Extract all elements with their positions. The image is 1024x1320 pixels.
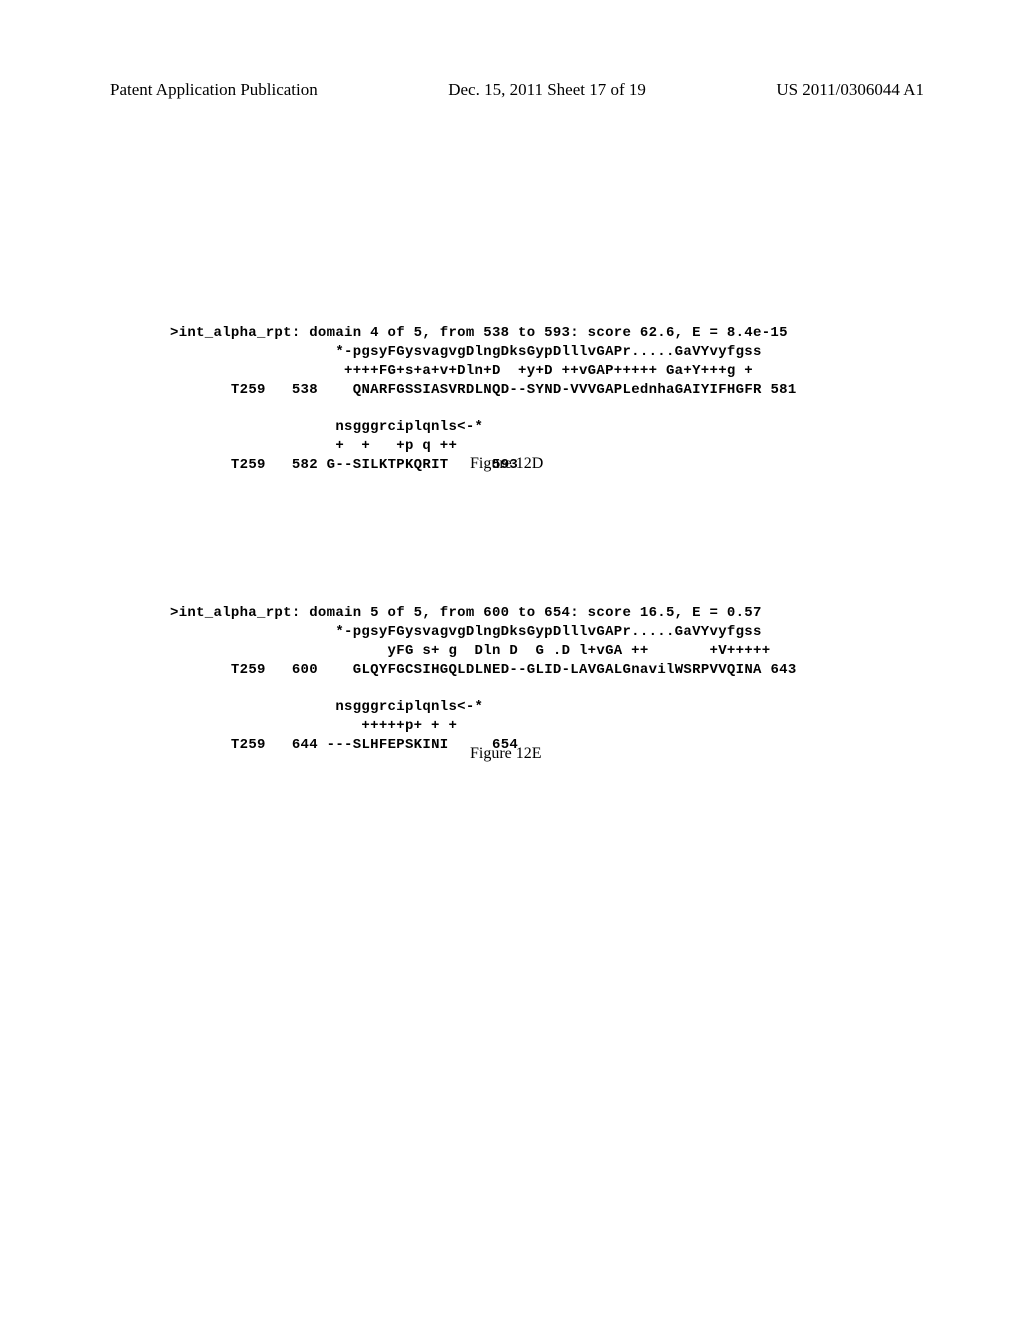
figure-e-caption: Figure 12E: [470, 745, 542, 763]
fige-seqlabel1: T259: [231, 662, 266, 678]
figd-match1: ++++FG+s+a+v+Dln+D +y+D ++vGAP+++++ Ga+Y…: [335, 363, 753, 379]
figd-seq2: G--SILKTPKQRIT: [327, 457, 449, 473]
figd-seqend1: 581: [770, 382, 796, 398]
figd-consensus2: nsgggrciplqnls<-*: [335, 419, 483, 435]
fige-match2: +++++p+ + +: [335, 718, 457, 734]
fige-seqlabel2: T259: [231, 737, 266, 753]
figd-seqlabel2: T259: [231, 457, 266, 473]
figd-seqstart1: 538: [292, 382, 318, 398]
fige-seqend1: 643: [770, 662, 796, 678]
fige-seq2: ---SLHFEPSKINI: [327, 737, 449, 753]
alignment-figure-e: >int_alpha_rpt: domain 5 of 5, from 600 …: [170, 585, 797, 755]
fige-consensus2: nsgggrciplqnls<-*: [335, 699, 483, 715]
alignment-figure-d: >int_alpha_rpt: domain 4 of 5, from 538 …: [170, 305, 797, 475]
fige-seq1: GLQYFGCSIHGQLDLNED--GLID-LAVGALGnavilWSR…: [353, 662, 762, 678]
header-center: Dec. 15, 2011 Sheet 17 of 19: [448, 80, 646, 100]
figd-seqlabel1: T259: [231, 382, 266, 398]
page-header: Patent Application Publication Dec. 15, …: [110, 80, 924, 100]
figd-seqstart2: 582: [292, 457, 318, 473]
figd-title: >int_alpha_rpt: domain 4 of 5, from 538 …: [170, 325, 788, 341]
figd-match2: + + +p q ++: [335, 438, 457, 454]
fige-seqstart2: 644: [292, 737, 318, 753]
figd-seq1: QNARFGSSIASVRDLNQD--SYND-VVVGAPLednhaGAI…: [353, 382, 762, 398]
fige-seqstart1: 600: [292, 662, 318, 678]
figd-consensus1: *-pgsyFGysvagvgDlngDksGypDlllvGAPr.....G…: [335, 344, 761, 360]
fige-title: >int_alpha_rpt: domain 5 of 5, from 600 …: [170, 605, 762, 621]
header-left: Patent Application Publication: [110, 80, 318, 100]
figure-d-caption: Figure 12D: [470, 455, 543, 473]
header-right: US 2011/0306044 A1: [776, 80, 924, 100]
fige-match1: yFG s+ g Dln D G .D l+vGA ++ +V+++++: [335, 643, 770, 659]
fige-consensus1: *-pgsyFGysvagvgDlngDksGypDlllvGAPr.....G…: [335, 624, 761, 640]
